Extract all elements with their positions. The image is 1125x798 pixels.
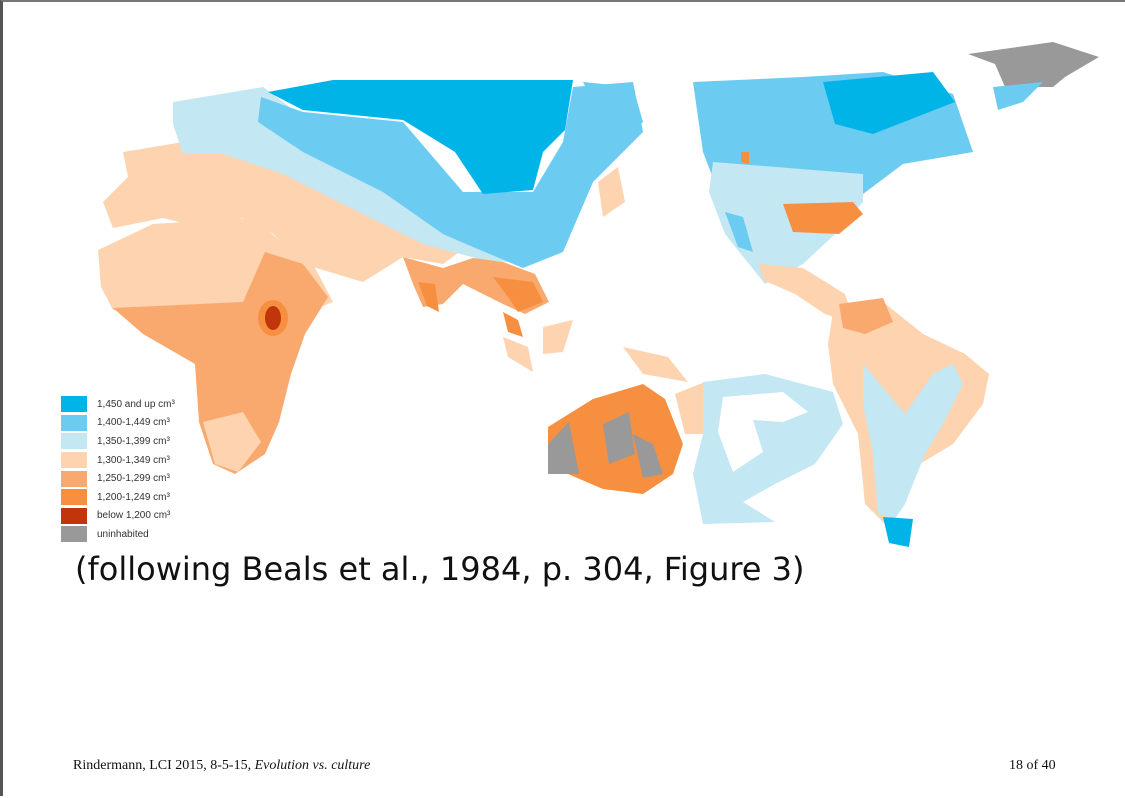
legend-label: 1,300-1,349 cm³: [97, 454, 170, 466]
region: [633, 434, 663, 478]
legend-item: uninhabited: [61, 525, 175, 544]
region: [883, 517, 913, 547]
footer-title: Evolution vs. culture: [254, 758, 371, 773]
region: [993, 82, 1043, 110]
world-map: [98, 42, 1099, 547]
legend-item: 1,200-1,249 cm³: [61, 488, 175, 507]
legend-label: 1,200-1,249 cm³: [97, 491, 170, 503]
region: [503, 337, 533, 372]
region: [493, 277, 543, 312]
legend-label: uninhabited: [97, 528, 149, 540]
region: [863, 364, 963, 519]
legend-swatch: [61, 507, 87, 524]
region: [548, 422, 579, 474]
legend-item: 1,450 and up cm³: [61, 395, 175, 414]
region: [418, 282, 439, 312]
region: [203, 412, 261, 472]
legend-label: below 1,200 cm³: [97, 510, 171, 522]
region: [709, 162, 863, 284]
legend-label: 1,250-1,299 cm³: [97, 473, 170, 485]
region: [725, 212, 753, 252]
region: [543, 320, 573, 354]
legend-item: 1,300-1,349 cm³: [61, 451, 175, 470]
legend-swatch: [61, 433, 87, 450]
region: [675, 382, 708, 434]
region: [759, 264, 855, 324]
region: [839, 298, 893, 334]
region: [623, 347, 688, 382]
legend-item: 1,350-1,399 cm³: [61, 432, 175, 451]
legend-label: 1,450 and up cm³: [97, 398, 175, 410]
legend-swatch: [61, 452, 87, 469]
legend-label: 1,350-1,399 cm³: [97, 435, 170, 447]
page-number: 18 of 40: [1009, 758, 1056, 773]
footer-author-text: Rindermann, LCI 2015, 8-5-15,: [73, 758, 252, 773]
footer-author: Rindermann, LCI 2015, 8-5-15, Evolution …: [73, 758, 370, 774]
region: [268, 80, 573, 194]
region: [783, 202, 863, 234]
legend-swatch: [61, 489, 87, 506]
region: [265, 306, 281, 330]
legend-item: 1,400-1,449 cm³: [61, 414, 175, 433]
region: [968, 42, 1099, 87]
region: [598, 167, 625, 217]
legend-swatch: [61, 470, 87, 487]
legend-swatch: [61, 526, 87, 543]
region: [603, 412, 635, 464]
legend-swatch: [61, 396, 87, 413]
citation: (following Beals et al., 1984, p. 304, F…: [75, 550, 805, 588]
region: [741, 152, 749, 164]
legend-item: 1,250-1,299 cm³: [61, 469, 175, 488]
legend: 1,450 and up cm³ 1,400-1,449 cm³ 1,350-1,3…: [61, 395, 175, 544]
legend-label: 1,400-1,449 cm³: [97, 417, 170, 429]
legend-item: below 1,200 cm³: [61, 507, 175, 526]
region: [583, 82, 643, 142]
legend-swatch: [61, 414, 87, 431]
map-hole: [718, 392, 808, 472]
region: [823, 72, 955, 134]
region: [503, 312, 523, 337]
region: [258, 82, 643, 268]
